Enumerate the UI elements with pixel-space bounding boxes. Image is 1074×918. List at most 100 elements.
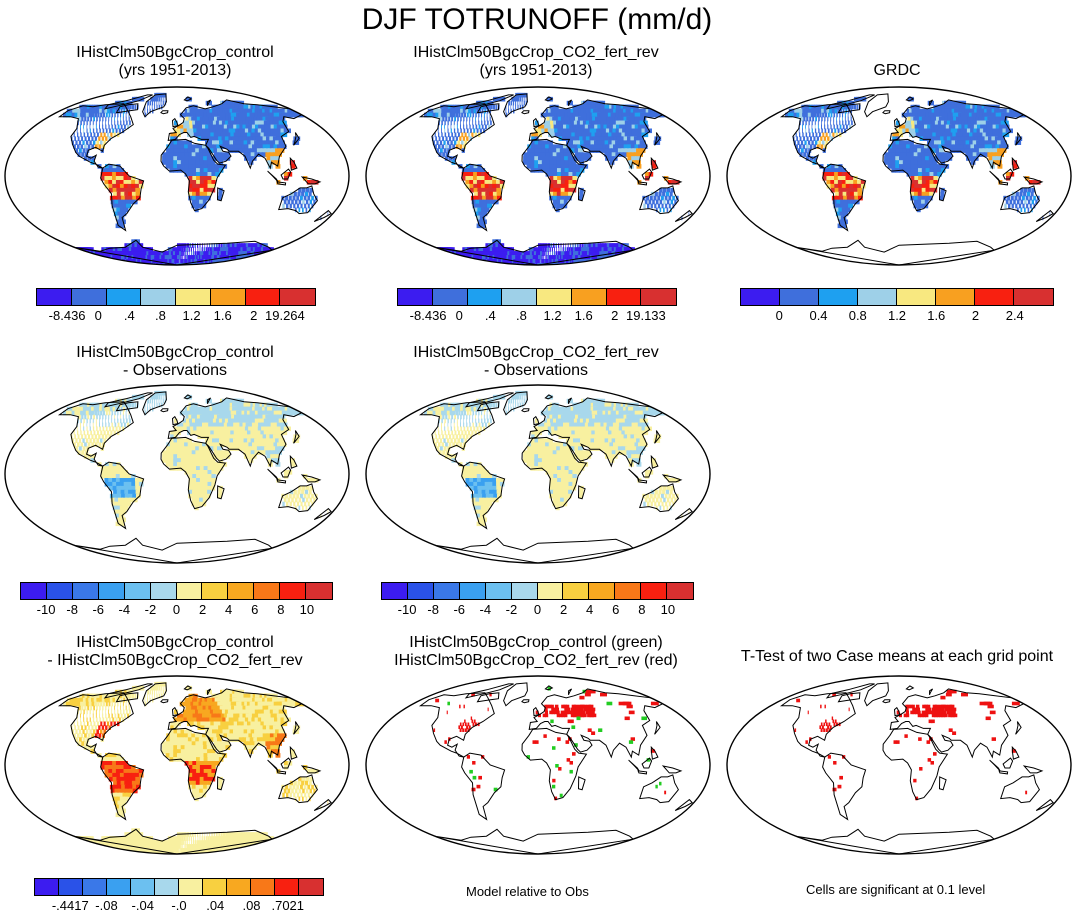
grid-cell <box>227 120 234 126</box>
grid-cell <box>289 203 292 209</box>
grid-cell <box>895 160 900 165</box>
grid-cell <box>945 132 951 138</box>
grid-cell <box>123 176 128 181</box>
grid-cell <box>93 116 95 122</box>
grid-cell <box>623 136 630 141</box>
grid-cell <box>916 144 922 149</box>
grid-cell <box>1033 203 1036 209</box>
grid-cell <box>300 493 303 499</box>
grid-cell <box>911 108 916 114</box>
grid-cell <box>839 195 845 201</box>
grid-cell <box>116 402 121 408</box>
grid-cell <box>918 180 923 185</box>
grid-cell <box>579 187 584 193</box>
grid-cell <box>975 132 982 138</box>
grid-cell <box>301 489 305 495</box>
grid-cell <box>77 108 83 114</box>
grid-cell <box>187 148 193 153</box>
grid-cell <box>441 132 443 138</box>
grid-cell <box>476 108 479 114</box>
grid-cell <box>567 128 572 134</box>
grid-cell <box>549 247 551 252</box>
grid-cell <box>87 442 91 447</box>
grid-cell <box>241 128 248 134</box>
grid-cell <box>463 128 466 134</box>
grid-cell <box>196 128 201 134</box>
grid-cell <box>151 104 153 110</box>
grid-cell <box>219 438 224 443</box>
grid-cell <box>563 128 569 134</box>
grid-cell <box>205 247 208 252</box>
grid-cell <box>276 116 286 122</box>
grid-cell <box>469 176 474 181</box>
grid-cell <box>461 112 464 118</box>
grid-cell <box>580 144 586 149</box>
grid-cell <box>110 497 116 503</box>
grid-cell <box>572 136 578 141</box>
grid-cell <box>243 140 250 145</box>
coastline <box>638 185 679 215</box>
grid-cell <box>264 438 271 443</box>
grid-cell <box>940 168 946 173</box>
grid-cell <box>238 128 245 134</box>
grid-cell <box>184 148 189 153</box>
grid-cell <box>531 140 535 145</box>
grid-cell <box>149 398 151 404</box>
grid-cell <box>182 243 185 248</box>
grid-cell <box>925 176 931 181</box>
grid-cell <box>302 485 306 491</box>
grid-cell <box>234 144 240 149</box>
grid-cell <box>845 207 851 213</box>
grid-cell <box>913 199 918 205</box>
coastline <box>293 132 300 146</box>
grid-cell <box>195 191 200 197</box>
grid-cell <box>793 140 796 145</box>
grid-cell <box>116 481 121 487</box>
grid-cell <box>89 140 92 145</box>
grid-cell <box>562 251 566 256</box>
grid-cell <box>310 180 315 185</box>
grid-cell <box>218 466 224 471</box>
grid-cell <box>271 438 278 443</box>
grid-cell <box>988 156 994 161</box>
grid-cell <box>74 406 80 412</box>
grid-cell <box>970 128 977 134</box>
grid-cell <box>549 172 554 177</box>
grid-cell <box>207 474 212 479</box>
grid-cell <box>278 418 287 424</box>
grid-cell <box>192 124 197 130</box>
grid-cell <box>550 255 553 260</box>
grid-cell <box>455 144 459 149</box>
grid-cell <box>261 450 267 455</box>
grid-cell <box>116 505 122 511</box>
grid-cell <box>892 132 897 138</box>
grid-cell <box>913 148 918 153</box>
coastline <box>293 430 300 444</box>
grid-cell <box>891 152 896 157</box>
grid-cell <box>195 501 200 507</box>
grid-cell <box>564 112 570 118</box>
grid-cell <box>515 100 517 106</box>
grid-cell <box>530 160 535 165</box>
grid-cell <box>117 406 120 412</box>
grid-cell <box>853 183 858 189</box>
grid-cell <box>902 140 907 145</box>
grid-cell <box>576 172 581 177</box>
grid-cell <box>553 160 558 165</box>
grid-cell <box>939 148 944 153</box>
grid-cell <box>119 478 125 483</box>
grid-cell <box>99 120 100 126</box>
grid-cell <box>195 422 201 428</box>
grid-cell <box>934 120 941 126</box>
grid-cell <box>219 426 225 432</box>
grid-cell <box>272 136 280 141</box>
grid-cell <box>200 120 206 126</box>
grid-cell <box>469 112 472 118</box>
grid-cell <box>811 140 814 145</box>
grid-cell <box>452 136 455 141</box>
grid-cell <box>917 187 923 193</box>
coastline <box>568 99 573 106</box>
grid-cell <box>273 144 280 149</box>
grid-cell <box>564 160 569 165</box>
grid-cell <box>216 442 222 447</box>
